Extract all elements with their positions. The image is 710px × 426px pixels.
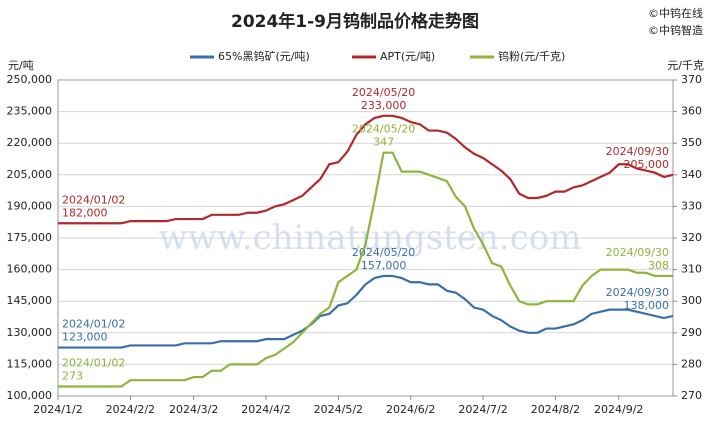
annotation-date: 2024/01/02 [62,193,125,206]
y-tick-label: 115,000 [7,357,53,370]
data-label: 123,000 [62,331,108,344]
data-label: 273 [62,370,83,383]
data-label: 347 [373,136,394,149]
y-tick-label: 145,000 [7,294,53,307]
x-tick-label: 2024/1/2 [33,403,82,416]
y2-axis-title: 元/千克 [667,59,704,72]
x-tick-label: 2024/6/2 [386,403,435,416]
annotation-date: 2024/01/02 [62,318,125,331]
x-tick-label: 2024/4/2 [241,403,290,416]
x-tick-label: 2024/2/2 [106,403,155,416]
annotation-date: 2024/05/20 [352,246,415,259]
annotation-date: 2024/09/30 [606,286,669,299]
annotation-date: 2024/05/20 [352,123,415,136]
legend-label: 钨粉(元/千克) [498,50,565,63]
y2-tick-label: 360 [681,105,702,118]
y2-tick-label: 290 [681,326,702,339]
y-tick-label: 220,000 [7,136,53,149]
legend-label: APT(元/吨) [380,50,435,63]
y-tick-label: 205,000 [7,168,53,181]
series-line [58,114,674,225]
data-label: 157,000 [361,259,407,272]
x-tick-label: 2024/7/2 [458,403,507,416]
x-tick-label: 2024/8/2 [531,403,580,416]
y-tick-label: 160,000 [7,263,53,276]
data-label: 182,000 [62,206,108,219]
data-label: 138,000 [624,299,670,312]
annotation-date: 2024/01/02 [62,357,125,370]
data-label: 205,000 [624,158,670,171]
y-axis-title: 元/吨 [8,59,34,72]
x-tick-label: 2024/5/2 [314,403,363,416]
y2-tick-label: 300 [681,294,702,307]
y2-tick-label: 320 [681,231,702,244]
y2-tick-label: 370 [681,73,702,86]
y-tick-label: 175,000 [7,231,53,244]
annotation-date: 2024/09/30 [606,145,669,158]
y2-tick-label: 350 [681,136,702,149]
copyright: ©中钨在线 [648,6,703,20]
data-label: 308 [648,259,669,272]
chart-title: 2024年1-9月钨制品价格走势图 [231,11,479,32]
series-line [58,151,673,388]
y-tick-label: 235,000 [7,105,53,118]
plot-border [57,79,674,397]
y2-tick-label: 330 [681,199,702,212]
x-tick-label: 2024/9/2 [594,403,643,416]
annotation-date: 2024/09/30 [606,246,669,259]
x-tick-label: 2024/3/2 [169,403,218,416]
y-tick-label: 100,000 [7,389,53,402]
y2-tick-label: 310 [681,263,702,276]
copyright: ©中钨智造 [648,23,703,37]
y-tick-label: 190,000 [7,199,53,212]
y2-tick-label: 340 [681,168,702,181]
y2-tick-label: 280 [681,357,702,370]
y-tick-label: 130,000 [7,326,53,339]
y2-tick-label: 270 [681,389,702,402]
legend-label: 65%黑钨矿(元/吨) [218,50,310,63]
data-label: 233,000 [361,99,407,112]
annotation-date: 2024/05/20 [352,86,415,99]
y-tick-label: 250,000 [7,73,53,86]
series-line [58,274,674,349]
